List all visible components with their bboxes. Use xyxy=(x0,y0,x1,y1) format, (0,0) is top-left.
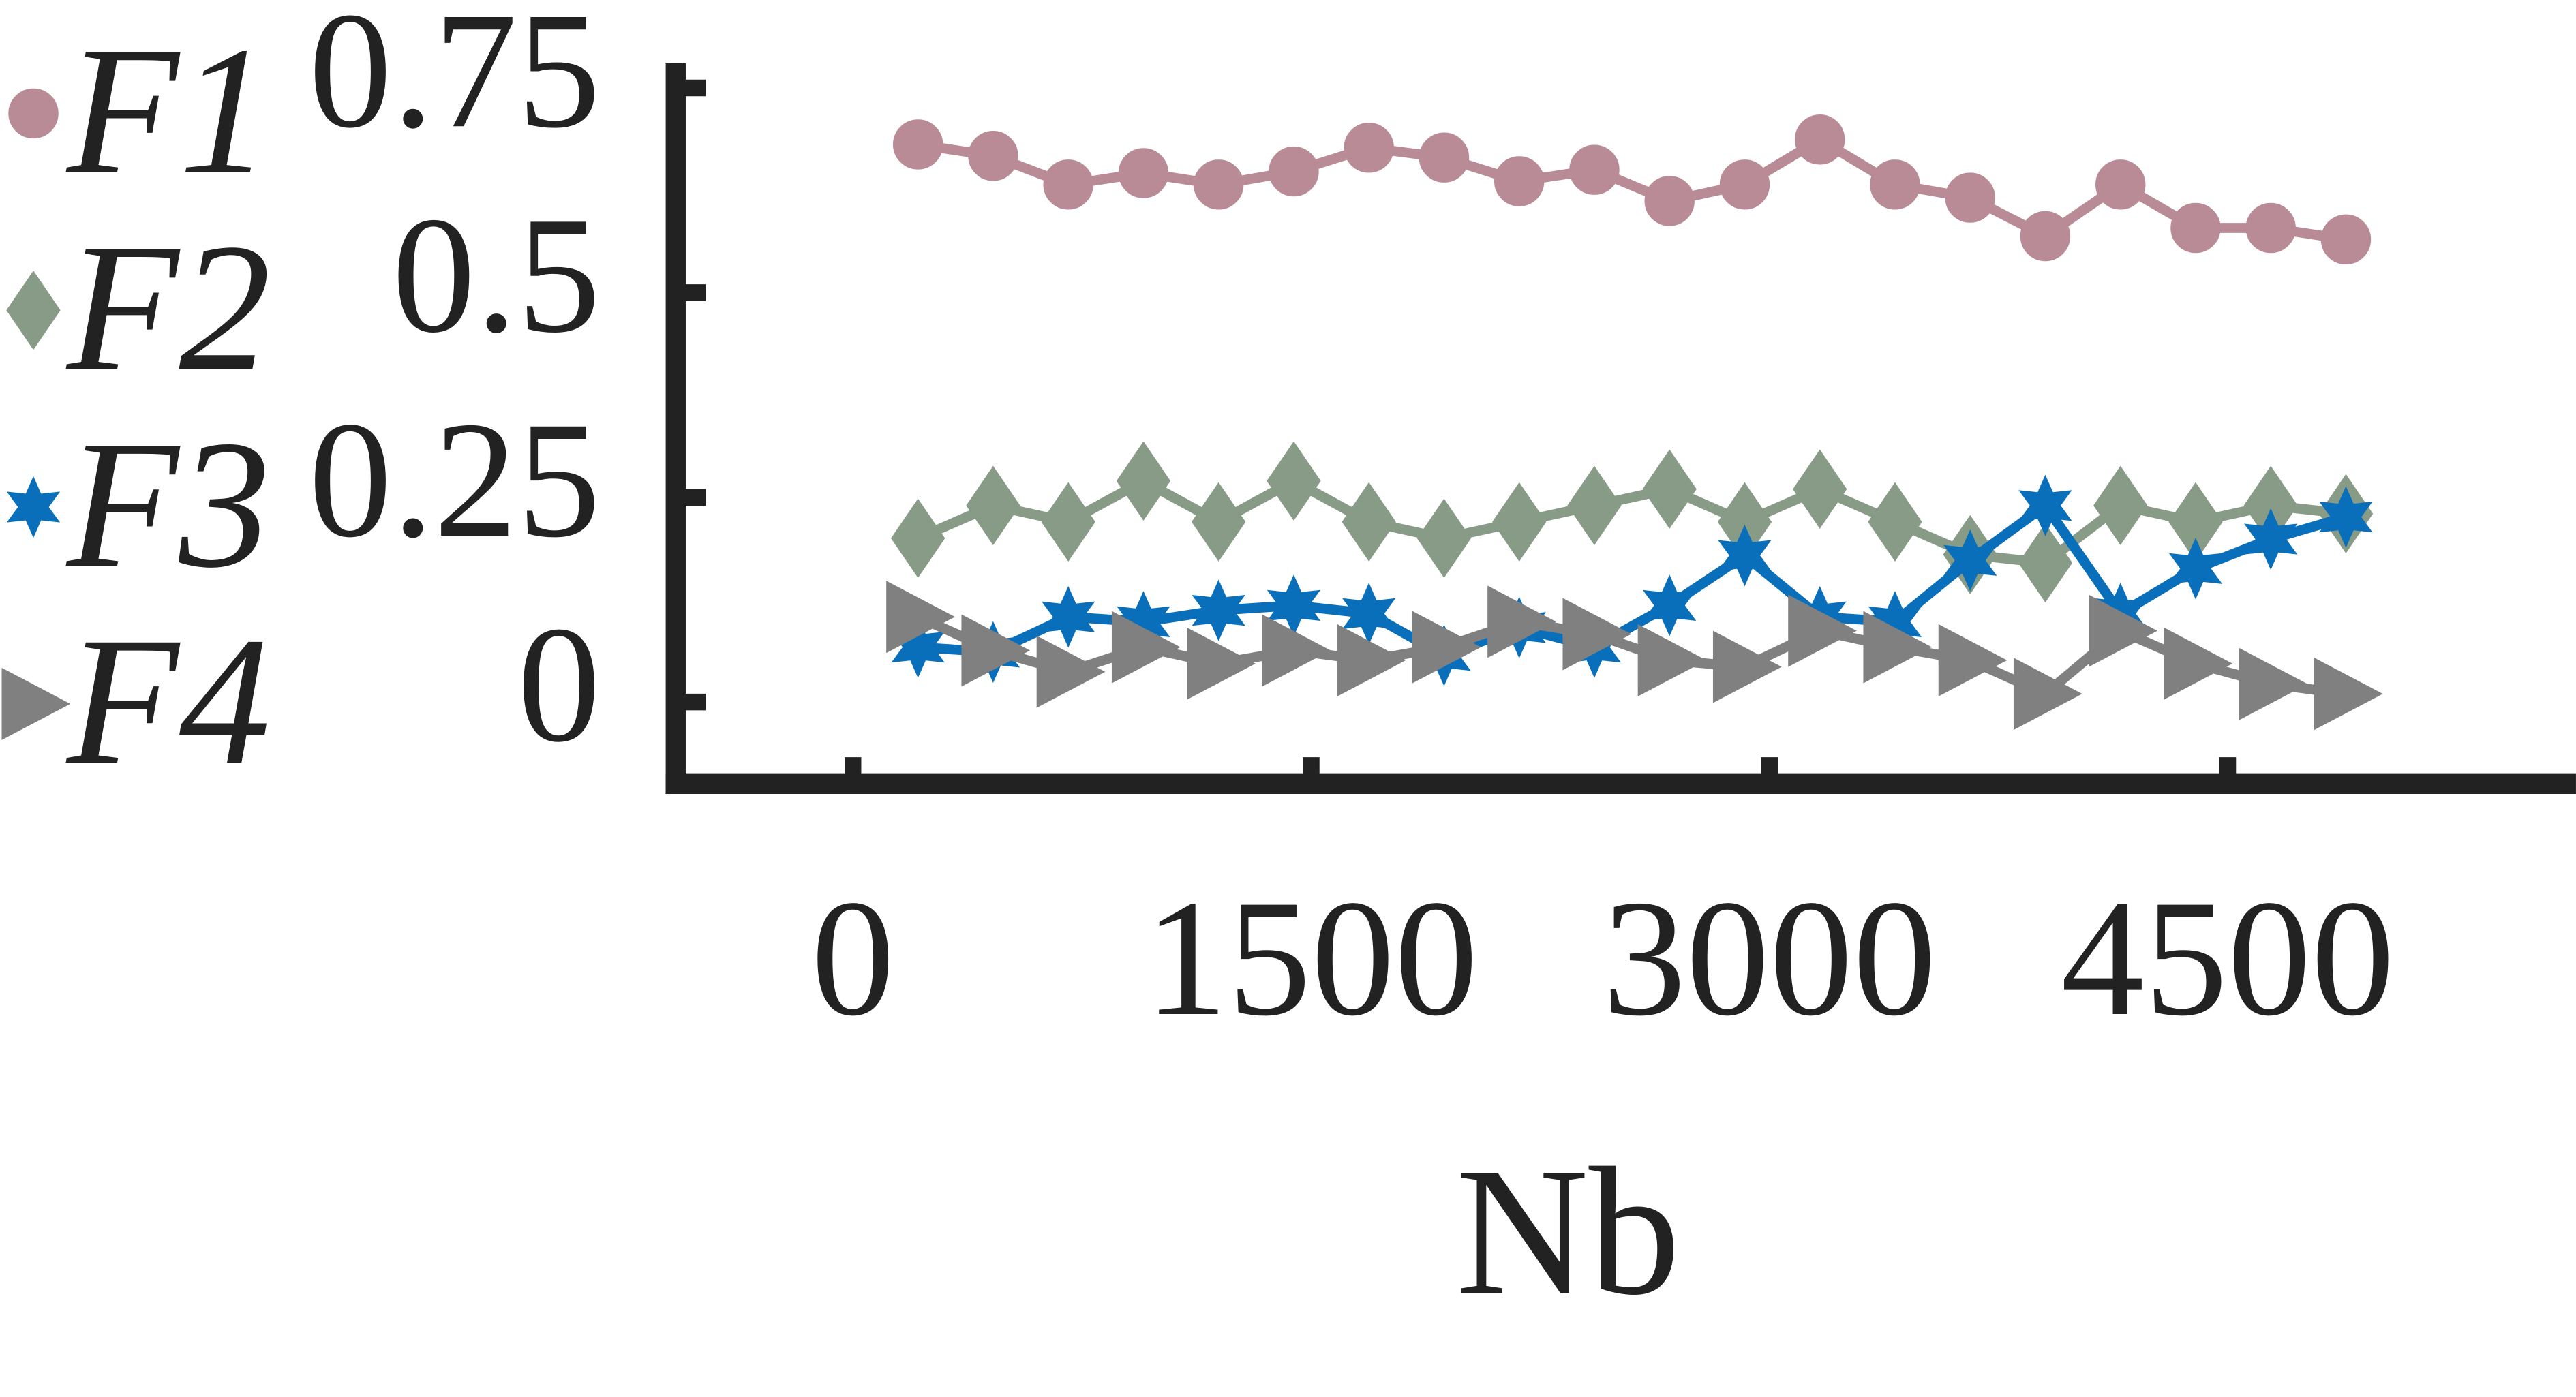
marker xyxy=(892,119,943,170)
marker xyxy=(1267,441,1321,521)
marker xyxy=(1118,148,1169,198)
marker xyxy=(2244,508,2298,570)
marker xyxy=(2320,214,2372,265)
marker xyxy=(2089,594,2157,667)
marker xyxy=(1863,611,1933,684)
marker xyxy=(1569,144,1620,195)
x-axis-label: Nb xyxy=(1456,1130,1680,1333)
legend-entry: F2 xyxy=(64,206,271,409)
marker xyxy=(1342,482,1396,562)
y-tick-label: 0 xyxy=(517,592,601,776)
marker xyxy=(8,88,59,139)
legend-label: F1 xyxy=(64,10,271,213)
marker xyxy=(1036,635,1106,708)
marker xyxy=(1637,624,1707,696)
marker xyxy=(1043,159,1093,210)
marker xyxy=(968,131,1018,181)
marker xyxy=(966,465,1020,545)
marker xyxy=(1712,630,1782,703)
marker xyxy=(1042,585,1095,648)
marker xyxy=(2319,486,2373,548)
marker xyxy=(1938,624,2007,696)
marker xyxy=(1344,123,1394,173)
marker xyxy=(1492,482,1547,562)
marker xyxy=(1337,624,1406,696)
marker xyxy=(2239,647,2308,720)
marker xyxy=(1192,482,1246,562)
marker xyxy=(1494,156,1545,206)
marker xyxy=(1793,449,1847,529)
marker xyxy=(1416,498,1472,579)
marker xyxy=(1041,482,1095,562)
marker xyxy=(2093,465,2148,545)
marker xyxy=(2245,202,2296,254)
marker xyxy=(1567,465,1622,545)
marker xyxy=(6,476,61,538)
marker xyxy=(1794,114,1845,165)
x-tick-label: 0 xyxy=(811,865,894,1050)
marker xyxy=(2020,211,2071,262)
marker xyxy=(1643,574,1697,636)
marker xyxy=(1868,482,1922,562)
marker xyxy=(1945,172,1995,223)
marker xyxy=(1562,598,1632,671)
marker xyxy=(1412,611,1481,684)
legend-entry: F1 xyxy=(64,10,271,213)
marker xyxy=(1419,132,1470,183)
marker xyxy=(1342,583,1396,645)
marker xyxy=(2170,202,2221,254)
marker xyxy=(1642,449,1697,529)
x-tick-label: 3000 xyxy=(1603,865,1936,1050)
marker xyxy=(1262,614,1331,687)
legend-label: F3 xyxy=(64,403,271,606)
marker xyxy=(1187,627,1256,700)
marker xyxy=(1111,611,1181,684)
x-tick-label: 1500 xyxy=(1145,865,1478,1050)
marker xyxy=(1269,146,1319,197)
marker xyxy=(1788,594,1857,667)
marker xyxy=(2314,658,2383,731)
marker xyxy=(2168,538,2223,600)
marker xyxy=(961,614,1031,687)
marker xyxy=(1192,579,1245,641)
marker xyxy=(2164,627,2233,700)
marker xyxy=(2013,658,2082,731)
marker xyxy=(2095,159,2146,210)
marker xyxy=(1487,585,1556,658)
marker xyxy=(1870,159,1920,210)
legend-entry: F3 xyxy=(64,403,271,606)
marker xyxy=(1116,441,1171,521)
legend-label: F4 xyxy=(64,600,271,803)
marker xyxy=(2018,474,2072,537)
legend-entry: F4 xyxy=(64,600,271,803)
legend-label: F2 xyxy=(64,206,271,409)
marker xyxy=(891,498,945,579)
marker xyxy=(1718,524,1772,587)
marker xyxy=(1943,529,1997,592)
y-tick-label: 0.25 xyxy=(309,387,601,572)
marker xyxy=(1644,176,1695,226)
marker xyxy=(1193,159,1244,210)
marker xyxy=(886,581,955,654)
marker xyxy=(1719,159,1770,210)
x-tick-label: 4500 xyxy=(2061,865,2394,1050)
marker xyxy=(2018,523,2073,603)
y-tick-label: 0.5 xyxy=(392,183,601,367)
marker xyxy=(6,271,61,350)
marker xyxy=(1,667,71,740)
y-tick-label: 0.75 xyxy=(309,0,601,162)
